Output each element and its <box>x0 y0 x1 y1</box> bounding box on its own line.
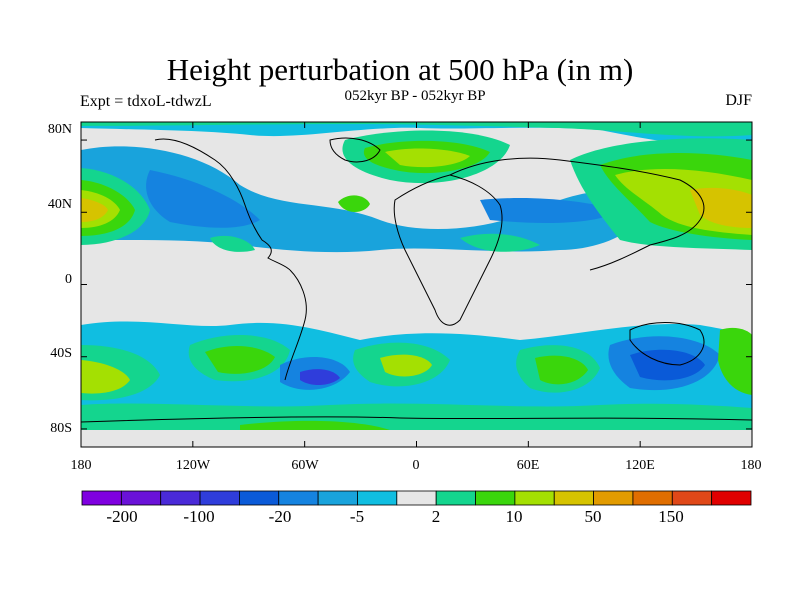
experiment-label: Expt = tdxoL-tdwzL <box>80 93 212 110</box>
contour-fill <box>81 430 752 447</box>
contour-fill <box>718 327 752 395</box>
coastlines <box>81 137 752 423</box>
colorbar-swatch <box>278 490 319 506</box>
coastline-australia <box>629 322 705 366</box>
colorbar-label: 10 <box>505 507 523 526</box>
coastline-south-america <box>284 269 307 381</box>
contour-fill <box>630 349 705 381</box>
colorbar-label: -100 <box>183 507 215 526</box>
colorbar-swatch <box>475 490 516 506</box>
lat-tick-label: 40S <box>50 346 72 361</box>
map-field-layer <box>81 122 752 447</box>
lon-tick-label: 60E <box>516 458 540 473</box>
colorbar-swatch <box>514 490 555 506</box>
colorbar-swatch <box>81 490 122 506</box>
lon-tick-label: 120E <box>625 458 655 473</box>
contour-fill <box>460 233 540 252</box>
contour-fill <box>146 170 260 228</box>
contour-fill <box>535 355 588 385</box>
colorbar-swatch <box>593 490 634 506</box>
colorbar-swatch <box>160 490 201 506</box>
colorbar-label: -200 <box>106 507 138 526</box>
colorbar-label: 2 <box>431 507 441 526</box>
lat-tick-label: 80N <box>47 122 72 137</box>
colorbar-label: -20 <box>268 507 292 526</box>
lat-tick-label: 0 <box>65 272 72 287</box>
colorbar-label: 50 <box>584 507 602 526</box>
colorbar-swatch <box>671 490 713 506</box>
colorbar-swatch <box>120 490 162 506</box>
colorbar-swatch <box>711 490 752 506</box>
axis-ticks <box>80 122 753 447</box>
colorbar-label: -5 <box>349 507 365 526</box>
colorbar-swatch <box>553 490 594 506</box>
lat-tick-label: 80S <box>50 421 72 436</box>
contour-fill <box>81 122 752 137</box>
coastline-north-america <box>154 138 291 271</box>
contour-fill <box>385 148 470 168</box>
lon-tick-label: 0 <box>412 458 420 473</box>
contour-fill <box>480 198 620 223</box>
colorbar-swatch <box>199 490 240 506</box>
season-label: DJF <box>725 92 752 109</box>
colorbar-swatch <box>632 490 673 506</box>
contour-fill <box>380 354 432 377</box>
colorbar-swatch <box>396 490 437 506</box>
contour-fill <box>338 195 370 212</box>
contour-fill <box>81 198 108 222</box>
colorbar-swatch <box>317 490 358 506</box>
colorbar-swatch <box>357 490 398 506</box>
chart-subtitle: 052kyr BP - 052kyr BP <box>344 88 486 104</box>
lon-tick-label: 120W <box>175 458 211 473</box>
contour-fill <box>690 187 752 228</box>
lat-tick-label: 40N <box>47 197 72 212</box>
coastline-eurasia <box>449 157 705 271</box>
coastline-greenland <box>329 137 381 163</box>
contour-fill <box>210 235 255 252</box>
coastline-africa <box>393 174 503 326</box>
coastline-antarctica <box>81 416 752 423</box>
chart-title: Height perturbation at 500 hPa (in m) <box>166 52 634 87</box>
lon-tick-label: 180 <box>70 458 92 473</box>
lon-tick-label: 60W <box>291 458 319 473</box>
colorbar-label: 150 <box>658 507 684 526</box>
colorbar <box>81 490 752 506</box>
lon-tick-label: 180 <box>740 458 762 473</box>
contour-fill <box>81 360 130 394</box>
contour-fill <box>300 369 340 386</box>
colorbar-swatch <box>239 490 280 506</box>
contour-fill <box>205 345 275 374</box>
colorbar-swatch <box>435 490 476 506</box>
